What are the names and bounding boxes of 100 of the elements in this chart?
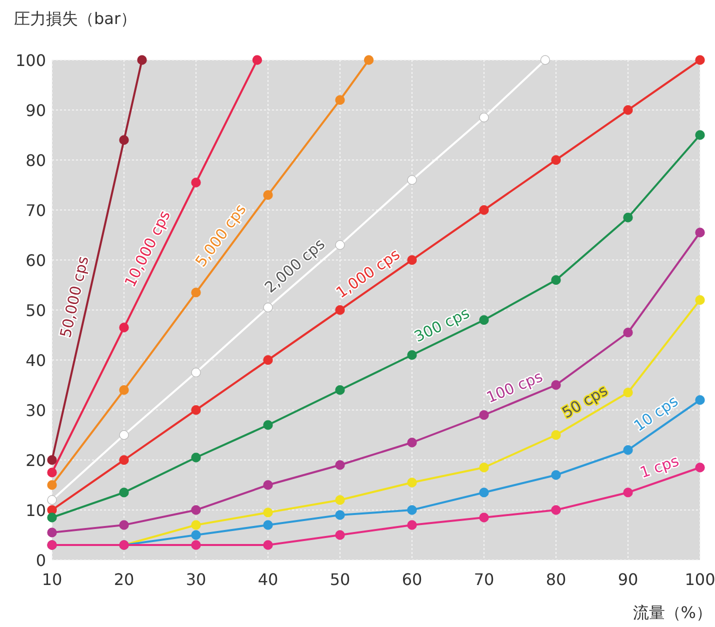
x-tick-label: 40 <box>258 570 278 589</box>
y-tick-label: 90 <box>26 101 46 120</box>
y-tick-label: 70 <box>26 201 46 220</box>
point <box>263 302 273 312</box>
point <box>335 385 345 395</box>
point <box>479 205 489 215</box>
point <box>551 155 561 165</box>
y-tick-label: 60 <box>26 251 46 270</box>
x-axis-title: 流量（%） <box>632 603 712 622</box>
y-tick-label: 100 <box>15 51 46 70</box>
point <box>191 178 201 188</box>
point <box>47 512 57 522</box>
point <box>551 275 561 285</box>
text: 100 cps <box>484 367 546 407</box>
point <box>191 368 201 378</box>
point <box>623 388 633 398</box>
point <box>335 240 345 250</box>
point <box>263 355 273 365</box>
point <box>191 405 201 415</box>
point <box>263 420 273 430</box>
point <box>407 255 417 265</box>
point <box>407 520 417 530</box>
point <box>479 462 489 472</box>
point <box>540 55 550 65</box>
point <box>335 305 345 315</box>
point <box>263 540 273 550</box>
point <box>335 495 345 505</box>
point <box>623 445 633 455</box>
y-tick-label: 20 <box>26 451 46 470</box>
x-tick-label: 20 <box>114 570 134 589</box>
point <box>695 395 705 405</box>
x-tick-label: 60 <box>402 570 422 589</box>
point <box>335 510 345 520</box>
point <box>623 488 633 498</box>
point <box>47 480 57 490</box>
x-tick-label: 10 <box>42 570 62 589</box>
point <box>407 175 417 185</box>
point <box>407 505 417 515</box>
point <box>335 95 345 105</box>
point <box>407 438 417 448</box>
point <box>263 480 273 490</box>
point <box>47 528 57 538</box>
point <box>364 55 374 65</box>
point <box>137 55 147 65</box>
point <box>263 520 273 530</box>
point <box>695 295 705 305</box>
y-tick-label: 10 <box>26 501 46 520</box>
point <box>263 508 273 518</box>
text: 50 cps <box>559 381 611 422</box>
y-tick-label: 30 <box>26 401 46 420</box>
x-tick-label: 70 <box>474 570 494 589</box>
x-tick-label: 30 <box>186 570 206 589</box>
point <box>479 488 489 498</box>
text: 10 cps <box>630 392 682 435</box>
point <box>263 190 273 200</box>
point <box>551 505 561 515</box>
point <box>119 322 129 332</box>
text: 1 cps <box>638 452 682 482</box>
point <box>551 470 561 480</box>
point <box>47 495 57 505</box>
y-axis-title: 圧力損失（bar） <box>14 9 137 28</box>
y-tick-label: 40 <box>26 351 46 370</box>
point <box>479 512 489 522</box>
point <box>191 288 201 298</box>
y-tick-label: 50 <box>26 301 46 320</box>
point <box>252 55 262 65</box>
x-tick-label: 90 <box>618 570 638 589</box>
point <box>479 112 489 122</box>
point <box>479 315 489 325</box>
point <box>119 488 129 498</box>
point <box>119 430 129 440</box>
point <box>695 130 705 140</box>
point <box>407 350 417 360</box>
point <box>119 455 129 465</box>
x-tick-label: 80 <box>546 570 566 589</box>
point <box>119 520 129 530</box>
point <box>479 410 489 420</box>
x-tick-label: 50 <box>330 570 350 589</box>
point <box>551 380 561 390</box>
point <box>47 468 57 478</box>
point <box>191 540 201 550</box>
x-tick-label: 100 <box>684 570 715 589</box>
point <box>623 328 633 338</box>
point <box>335 530 345 540</box>
point <box>191 520 201 530</box>
text: 50,000 cps <box>56 254 92 340</box>
point <box>623 105 633 115</box>
text: 300 cps <box>411 304 473 346</box>
y-tick-label: 80 <box>26 151 46 170</box>
point <box>407 478 417 488</box>
point <box>695 228 705 238</box>
point <box>191 530 201 540</box>
point <box>623 212 633 222</box>
point <box>119 135 129 145</box>
point <box>119 385 129 395</box>
point <box>695 462 705 472</box>
point <box>695 55 705 65</box>
point <box>47 455 57 465</box>
y-tick-label: 0 <box>36 551 46 570</box>
point <box>191 505 201 515</box>
